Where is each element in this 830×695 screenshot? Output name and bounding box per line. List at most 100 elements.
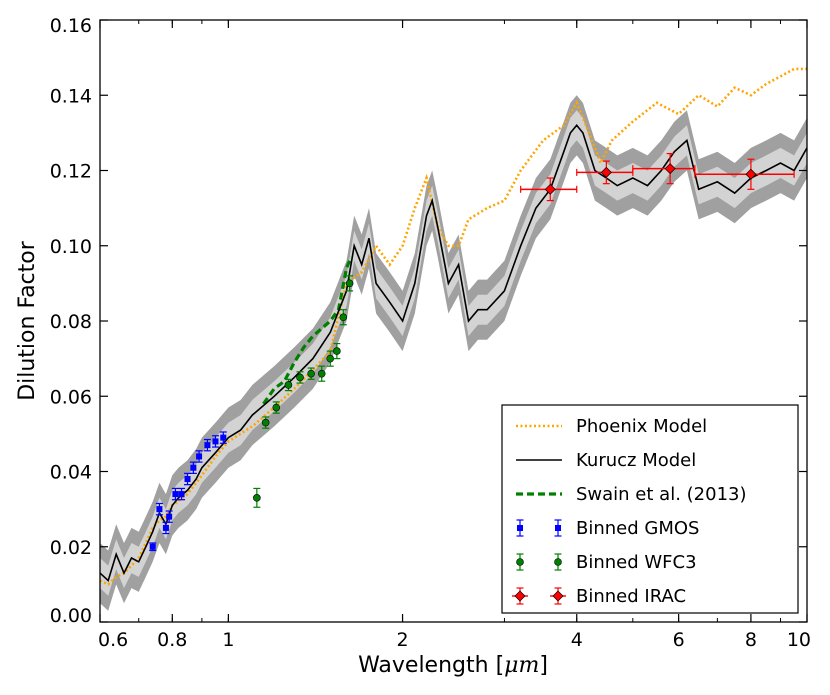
x-tick-label: 4 bbox=[571, 629, 583, 651]
wfc3-marker bbox=[284, 381, 293, 389]
gmos-marker bbox=[162, 524, 169, 531]
gmos-marker bbox=[212, 438, 219, 445]
gmos-point bbox=[184, 472, 192, 486]
legend-item: Binned GMOS bbox=[516, 518, 699, 539]
x-tick-label: 6 bbox=[673, 629, 685, 651]
y-axis-title: Dilution Factor bbox=[15, 240, 40, 401]
gmos-point bbox=[203, 438, 211, 452]
x-tick-label: 8 bbox=[745, 629, 757, 651]
wfc3-point bbox=[333, 342, 341, 360]
gmos-marker bbox=[204, 442, 211, 449]
gmos-point bbox=[165, 510, 173, 523]
legend-label: Binned IRAC bbox=[576, 586, 686, 607]
y-tick-label: 0.10 bbox=[50, 236, 92, 258]
wfc3-marker bbox=[339, 313, 348, 322]
legend: Phoenix Model Kurucz Model Swain et al. (2… bbox=[501, 404, 799, 614]
legend-label: Kurucz Model bbox=[576, 450, 696, 471]
wfc3-marker bbox=[317, 369, 326, 378]
wfc3-point bbox=[272, 401, 281, 414]
x-axis-title-suffix: ] bbox=[539, 653, 548, 678]
gmos-point bbox=[195, 450, 203, 463]
x-tick-label: 10 bbox=[787, 629, 811, 651]
y-tick-label: 0.16 bbox=[50, 15, 92, 37]
phoenix-model-line bbox=[100, 67, 807, 586]
wfc3-marker bbox=[261, 418, 270, 427]
y-tick-label: 0.02 bbox=[50, 537, 92, 559]
legend-marker bbox=[554, 558, 562, 566]
wfc3-point bbox=[296, 371, 304, 384]
legend-item: Kurucz Model bbox=[516, 450, 696, 471]
wfc3-marker bbox=[253, 494, 261, 502]
legend-marker bbox=[552, 590, 564, 602]
gmos-marker bbox=[184, 476, 191, 483]
gmos-marker bbox=[156, 506, 163, 513]
wfc3-marker bbox=[333, 347, 341, 355]
kurucz-model-line bbox=[100, 124, 807, 583]
irac-point bbox=[520, 177, 578, 202]
irac-point bbox=[632, 152, 696, 185]
x-axis-title-prefix: Wavelength [ bbox=[358, 653, 504, 678]
irac-marker bbox=[544, 183, 556, 195]
plot-area bbox=[100, 67, 807, 611]
legend-marker bbox=[555, 525, 561, 531]
legend-marker bbox=[516, 558, 524, 566]
gmos-point bbox=[155, 502, 163, 516]
x-tick-label: 2 bbox=[397, 629, 409, 651]
irac-marker bbox=[664, 163, 676, 175]
gmos-point bbox=[149, 542, 157, 552]
wfc3-point bbox=[345, 275, 354, 292]
swain-2013-line bbox=[262, 256, 353, 405]
x-tick-label: 0.8 bbox=[157, 629, 187, 651]
irac-marker bbox=[745, 168, 757, 180]
legend-marker bbox=[514, 590, 526, 602]
x-tick-label: 0.6 bbox=[98, 629, 128, 651]
gmos-point bbox=[171, 487, 179, 501]
gmos-point bbox=[178, 487, 186, 501]
wfc3-marker bbox=[296, 373, 304, 382]
wfc3-point bbox=[307, 367, 315, 380]
x-tick-label: 1 bbox=[222, 629, 234, 651]
wfc3-point bbox=[317, 365, 326, 382]
gmos-marker bbox=[149, 543, 156, 550]
x-axis-title-unit: μm bbox=[504, 653, 539, 678]
y-tick-label: 0.04 bbox=[50, 462, 92, 484]
y-tick-label: 0.06 bbox=[50, 386, 92, 408]
legend-label: Swain et al. (2013) bbox=[576, 484, 747, 505]
legend-item: Swain et al. (2013) bbox=[516, 484, 747, 505]
legend-item: Phoenix Model bbox=[516, 416, 707, 437]
wfc3-point bbox=[284, 378, 293, 392]
wfc3-marker bbox=[345, 279, 354, 288]
gmos-marker bbox=[178, 491, 185, 498]
gmos-marker bbox=[166, 513, 173, 520]
wfc3-point bbox=[326, 350, 335, 367]
wfc3-point bbox=[261, 416, 270, 429]
gmos-marker bbox=[190, 464, 197, 471]
irac-marker bbox=[600, 166, 612, 178]
wfc3-marker bbox=[326, 354, 335, 363]
wfc3-point bbox=[253, 487, 261, 508]
wfc3-marker bbox=[272, 403, 281, 412]
gmos-marker bbox=[220, 434, 227, 441]
legend-marker bbox=[517, 525, 523, 531]
irac-point bbox=[576, 160, 634, 185]
legend-item: Binned IRAC bbox=[512, 586, 686, 607]
y-tick-label: 0.08 bbox=[50, 311, 92, 333]
axes: 0.6 0.8 1 2 4 6 8 10 0.00 0.02 0.04 0.06 0.08 0.10 0.1… bbox=[50, 15, 811, 651]
legend-label: Phoenix Model bbox=[576, 416, 707, 437]
gmos-marker bbox=[172, 491, 179, 498]
gmos-point bbox=[219, 431, 227, 444]
y-tick-label: 0.00 bbox=[50, 605, 92, 627]
x-axis-title: Wavelength [μm] bbox=[358, 653, 548, 678]
legend-label: Binned WFC3 bbox=[576, 552, 697, 573]
y-tick-label: 0.12 bbox=[50, 161, 92, 183]
gmos-marker bbox=[196, 453, 203, 460]
legend-label: Binned GMOS bbox=[576, 518, 699, 539]
wfc3-marker bbox=[307, 369, 315, 378]
gmos-point bbox=[211, 435, 219, 448]
legend-item: Binned WFC3 bbox=[516, 552, 697, 573]
wfc3-point bbox=[339, 309, 348, 326]
y-tick-label: 0.14 bbox=[50, 85, 92, 107]
legend-box bbox=[501, 404, 799, 614]
irac-point bbox=[694, 158, 795, 190]
